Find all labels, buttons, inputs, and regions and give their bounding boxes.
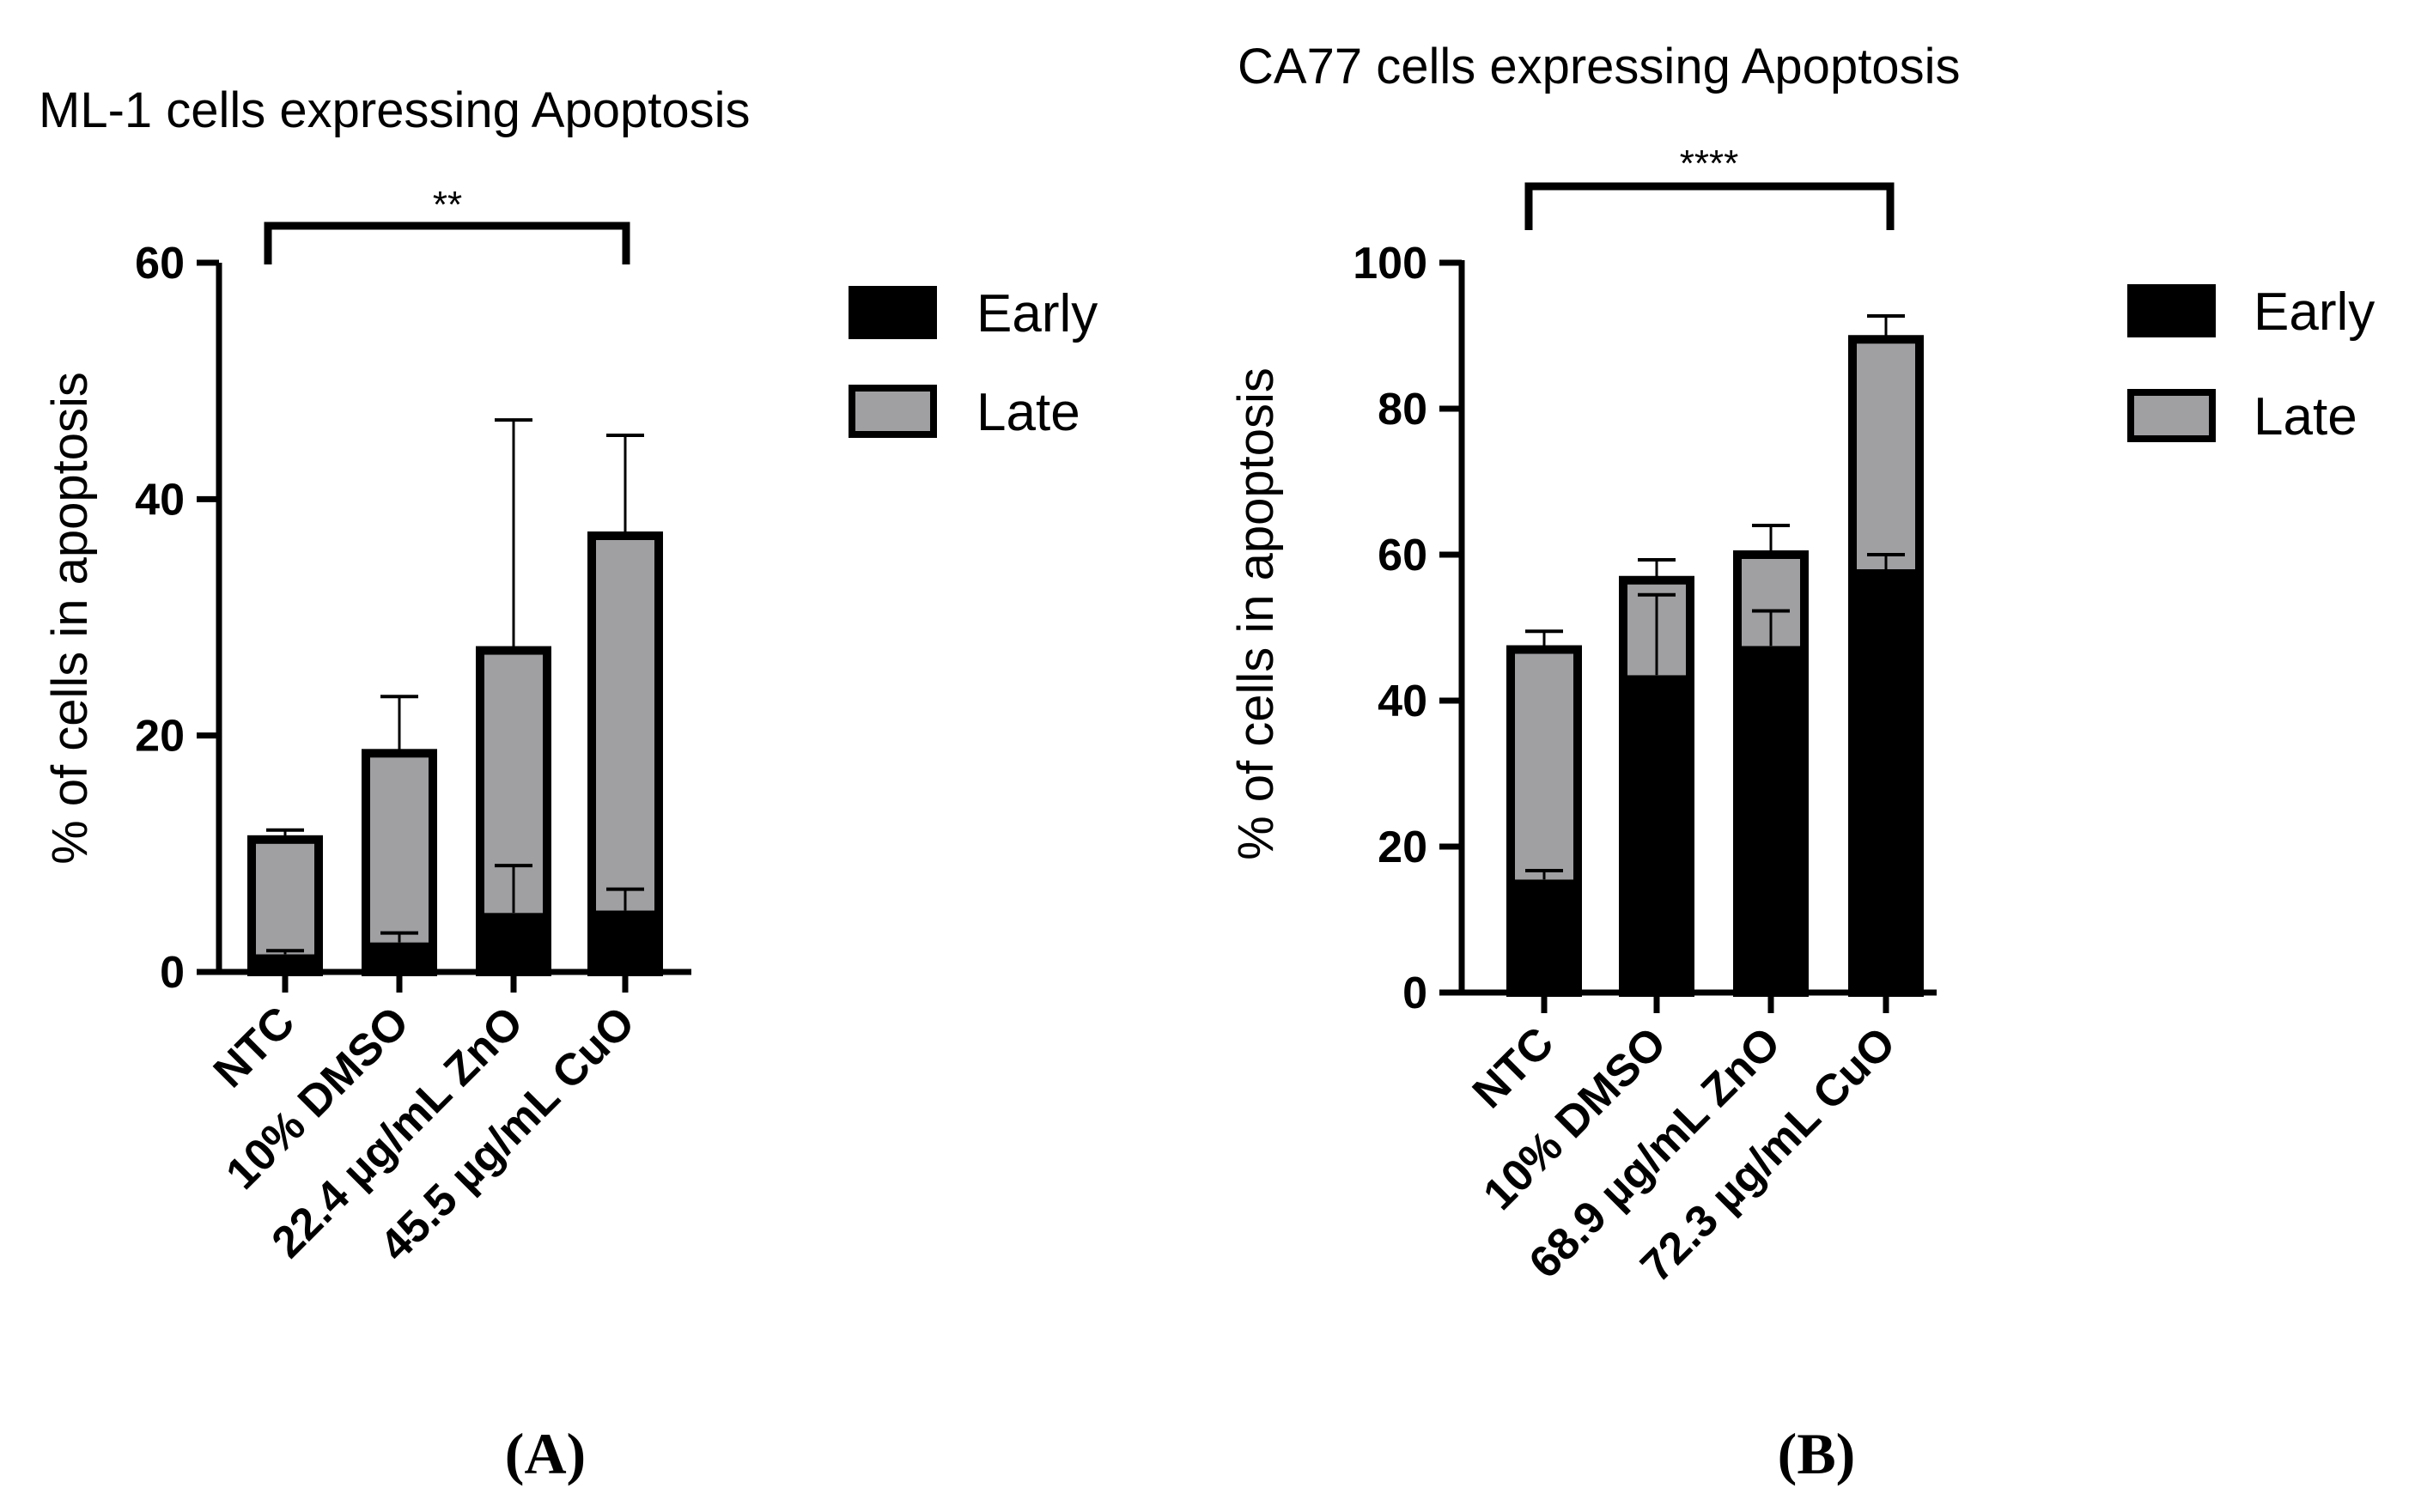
panel-a-chart: ML-1 cells expressing Apoptosis % of cel… <box>39 82 1098 1486</box>
chart-a-significance: ** <box>264 184 630 264</box>
chart-a-significance-label: ** <box>433 184 462 226</box>
chart-b-bar-early <box>1623 675 1690 993</box>
chart-b-significance: **** <box>1524 143 1895 230</box>
chart-a-bar-early <box>592 910 659 972</box>
chart-b-bar-late <box>1511 649 1578 880</box>
chart-b-y-tick-label: 80 <box>1378 385 1427 434</box>
chart-b-significance-label: **** <box>1680 143 1739 185</box>
panel-a-label: (A) <box>505 1421 586 1486</box>
chart-b-y-tick-label: 100 <box>1353 239 1427 288</box>
chart-b-legend-label-late: Late <box>2254 387 2357 446</box>
chart-b-bar-early <box>1737 646 1804 993</box>
chart-a-y-tick-label: 0 <box>160 948 185 998</box>
chart-a-legend-swatch-early <box>849 286 937 339</box>
panel-b-label: (B) <box>1778 1421 1856 1486</box>
chart-a-legend-label-late: Late <box>976 383 1080 442</box>
chart-a-bar-early <box>480 913 547 972</box>
chart-b-marks <box>1506 314 1924 997</box>
chart-a-bar-late <box>252 839 319 955</box>
chart-a-y-tick-label: 60 <box>135 239 185 288</box>
chart-b-y-tick-label: 60 <box>1378 531 1427 580</box>
chart-b-y-axis-label: % of cells in apoptosis <box>1228 367 1284 860</box>
chart-b-y-tick-label: 40 <box>1378 677 1427 726</box>
chart-a-legend-swatch-late <box>849 385 937 438</box>
panel-b-chart: CA77 cells expressing Apoptosis % of cel… <box>1228 39 2375 1486</box>
chart-b-significance-bracket <box>1524 182 1895 230</box>
chart-b-legend-label-early: Early <box>2254 282 2375 342</box>
chart-b-legend-swatch-early <box>2127 284 2216 337</box>
chart-a-bar-late <box>366 753 433 943</box>
chart-a-y-tick-label: 40 <box>135 475 185 525</box>
chart-a-bar-late <box>592 536 659 911</box>
chart-b-bar-early <box>1852 569 1919 993</box>
chart-a-legend-label-early: Early <box>976 284 1098 343</box>
chart-a-y-axis-label: % of cells in apoptosis <box>42 372 98 865</box>
chart-a-x-category-label: NTC <box>204 997 305 1097</box>
chart-a-bar-early <box>252 954 319 972</box>
chart-b-title: CA77 cells expressing Apoptosis <box>1238 39 1960 94</box>
chart-b-y-ticks: 0 20 40 60 80 100 <box>1353 239 1462 1018</box>
chart-b-legend-swatch-late <box>2127 389 2216 442</box>
chart-b-y-tick-label: 20 <box>1378 823 1427 872</box>
chart-b-bar-late <box>1852 339 1919 569</box>
chart-a-y-ticks: 0 20 40 60 <box>135 239 219 998</box>
chart-b-bar-early <box>1511 879 1578 993</box>
chart-a-y-tick-label: 20 <box>135 712 185 762</box>
chart-a-bar-early <box>366 942 433 972</box>
chart-a-marks <box>247 418 663 977</box>
chart-a-legend: Early Late <box>849 284 1098 442</box>
chart-a-significance-bracket <box>264 222 630 264</box>
chart-b-y-tick-label: 0 <box>1402 969 1427 1018</box>
chart-b-legend: Early Late <box>2127 282 2375 446</box>
chart-b-x-category-label: NTC <box>1463 1017 1564 1118</box>
chart-a-title: ML-1 cells expressing Apoptosis <box>39 82 751 138</box>
